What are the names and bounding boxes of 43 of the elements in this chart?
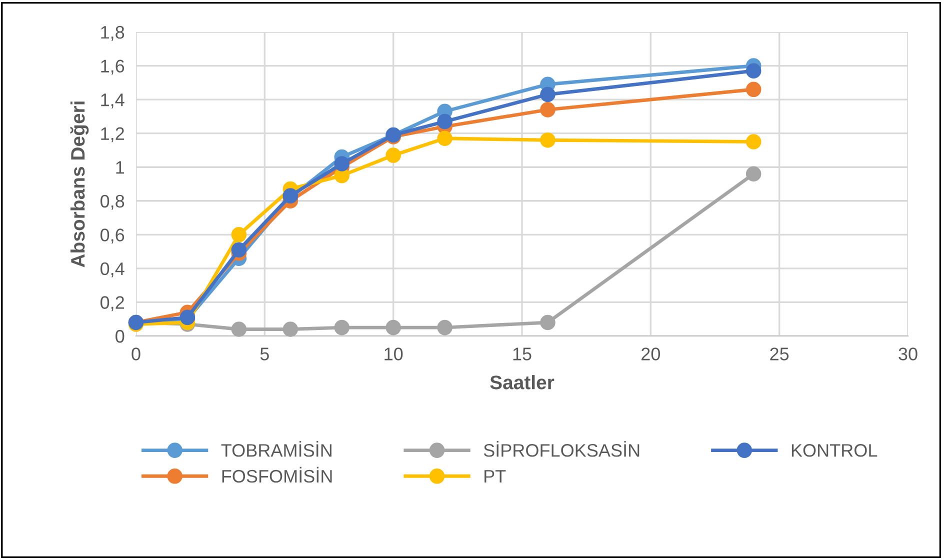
point <box>231 242 247 258</box>
y-tick-label: 0,6 <box>100 228 124 244</box>
point <box>540 102 556 118</box>
x-tick-label: 25 <box>770 348 789 360</box>
point <box>386 320 401 336</box>
y-tick-label: 1,2 <box>101 127 124 142</box>
legend-label: FOSFOMİSİN <box>222 466 332 483</box>
legend-label: TOBRAMİSİN <box>221 441 332 457</box>
y-tick-label: 1 <box>116 161 124 174</box>
point <box>437 114 452 130</box>
legend-label: SİPROFLOKSASİN <box>484 441 640 457</box>
legend-label: KONTROL <box>792 444 878 457</box>
y-axis-title: Absorbans Değeri <box>70 102 89 268</box>
point <box>540 314 556 330</box>
point <box>540 86 556 102</box>
point <box>746 134 762 150</box>
point <box>231 227 247 242</box>
point <box>282 322 298 337</box>
x-tick-label: 20 <box>642 348 660 360</box>
x-tick-label: 0 <box>132 348 140 360</box>
point <box>334 156 350 172</box>
x-tick-label: 10 <box>384 348 403 360</box>
point <box>540 132 556 148</box>
y-tick-label: 0,2 <box>100 296 124 312</box>
point <box>437 130 452 146</box>
point <box>746 166 762 182</box>
point <box>386 148 401 163</box>
y-tick-label: 1,6 <box>101 60 124 75</box>
y-tick-label: 0 <box>116 330 124 343</box>
point <box>334 320 350 336</box>
point <box>231 322 247 337</box>
point <box>437 320 452 336</box>
point <box>746 82 762 98</box>
y-tick-label: 1,8 <box>101 26 124 41</box>
x-tick-label: 5 <box>260 348 269 360</box>
x-tick-label: 15 <box>513 348 532 360</box>
y-tick-label: 0,8 <box>100 194 124 210</box>
x-axis-title: Saatler <box>490 375 554 390</box>
y-tick-label: 1,4 <box>101 94 124 108</box>
x-tick-label: 30 <box>898 348 918 360</box>
point <box>746 63 762 78</box>
legend-label: PT <box>484 470 506 482</box>
y-tick-label: 0,4 <box>100 262 124 278</box>
